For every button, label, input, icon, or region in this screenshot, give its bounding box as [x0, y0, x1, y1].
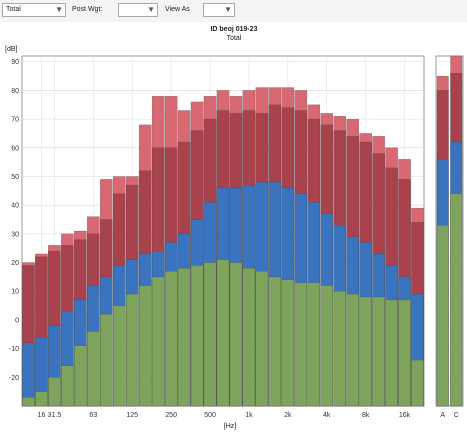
- x-tick-label: 125: [126, 412, 138, 419]
- bar: [333, 291, 346, 407]
- bar: [22, 397, 35, 407]
- x-tick-label: 16: [38, 412, 46, 419]
- toolbar: Total ▼ Post Wgt: ▼ View As ▼: [0, 0, 467, 22]
- view-select[interactable]: Total ▼: [2, 3, 66, 17]
- bar: [203, 262, 217, 407]
- bar: [138, 285, 152, 407]
- bar: [411, 359, 424, 407]
- post-wgt-label: Post Wgt:: [72, 6, 103, 13]
- view-as-label: View As: [165, 6, 190, 13]
- y-tick-label: 60: [11, 145, 19, 152]
- bar: [61, 365, 74, 407]
- x-tick-label: 8k: [362, 412, 370, 419]
- y-tick-label: 40: [11, 203, 19, 210]
- bar: [125, 293, 139, 407]
- y-tick-label: 50: [11, 174, 19, 181]
- view-select-value: Total: [6, 6, 21, 13]
- chevron-down-icon: ▼: [55, 5, 63, 14]
- overall-bar: [436, 225, 449, 407]
- bar: [385, 299, 398, 407]
- y-tick-label: 0: [15, 317, 19, 324]
- bar: [242, 268, 256, 407]
- bar: [307, 282, 321, 407]
- bar: [255, 270, 269, 407]
- y-tick-label: 20: [11, 260, 19, 267]
- x-axis-label: [Hz]: [224, 423, 237, 430]
- x-tick-label: 16k: [399, 412, 411, 419]
- chevron-down-icon: ▼: [224, 5, 232, 14]
- y-axis-label: [dB]: [5, 46, 18, 53]
- bar: [35, 391, 48, 407]
- overall-tick-label: C: [454, 412, 459, 419]
- bar: [268, 276, 282, 407]
- bar: [100, 314, 113, 407]
- y-tick-label: 70: [11, 117, 19, 124]
- y-tick-label: -10: [9, 346, 19, 353]
- chevron-down-icon: ▼: [147, 5, 155, 14]
- x-tick-label: 500: [204, 412, 216, 419]
- bar: [22, 342, 35, 407]
- bar: [177, 268, 191, 407]
- bar: [74, 345, 87, 407]
- chart-title: ID beoj 019-23: [210, 26, 257, 33]
- bar: [372, 296, 385, 407]
- post-wgt-select[interactable]: ▼: [118, 3, 158, 17]
- x-tick-label: 63: [89, 412, 97, 419]
- y-tick-label: 30: [11, 231, 19, 238]
- y-tick-label: 10: [11, 289, 19, 296]
- chart-subtitle: Total: [227, 35, 242, 42]
- bar: [112, 305, 126, 407]
- x-tick-label: 1k: [245, 412, 253, 419]
- view-as-select[interactable]: ▼: [203, 3, 235, 17]
- bar: [151, 276, 165, 407]
- bar: [294, 282, 308, 407]
- x-tick-label: 4k: [323, 412, 331, 419]
- bar: [48, 377, 61, 407]
- bar: [190, 265, 204, 407]
- x-tick-label: 2k: [284, 412, 292, 419]
- bar: [216, 259, 230, 407]
- bar: [359, 296, 372, 407]
- bar: [281, 279, 295, 407]
- overall-bar: [450, 193, 463, 407]
- overall-tick-label: A: [440, 412, 445, 419]
- x-tick-label: 31.5: [48, 412, 62, 419]
- y-tick-label: -20: [9, 375, 19, 382]
- y-tick-label: 90: [11, 59, 19, 66]
- bar: [320, 285, 334, 407]
- bar: [398, 299, 411, 407]
- main-plot-area: 90 80 70 60 50 40 30 20 10 0 -10 -20 16 31.5 63 125 250 5…: [9, 55, 425, 419]
- bar: [229, 262, 243, 407]
- bar: [164, 270, 178, 407]
- bar: [87, 331, 100, 407]
- bar: [346, 293, 359, 407]
- y-tick-label: 80: [11, 88, 19, 95]
- x-tick-label: 250: [165, 412, 177, 419]
